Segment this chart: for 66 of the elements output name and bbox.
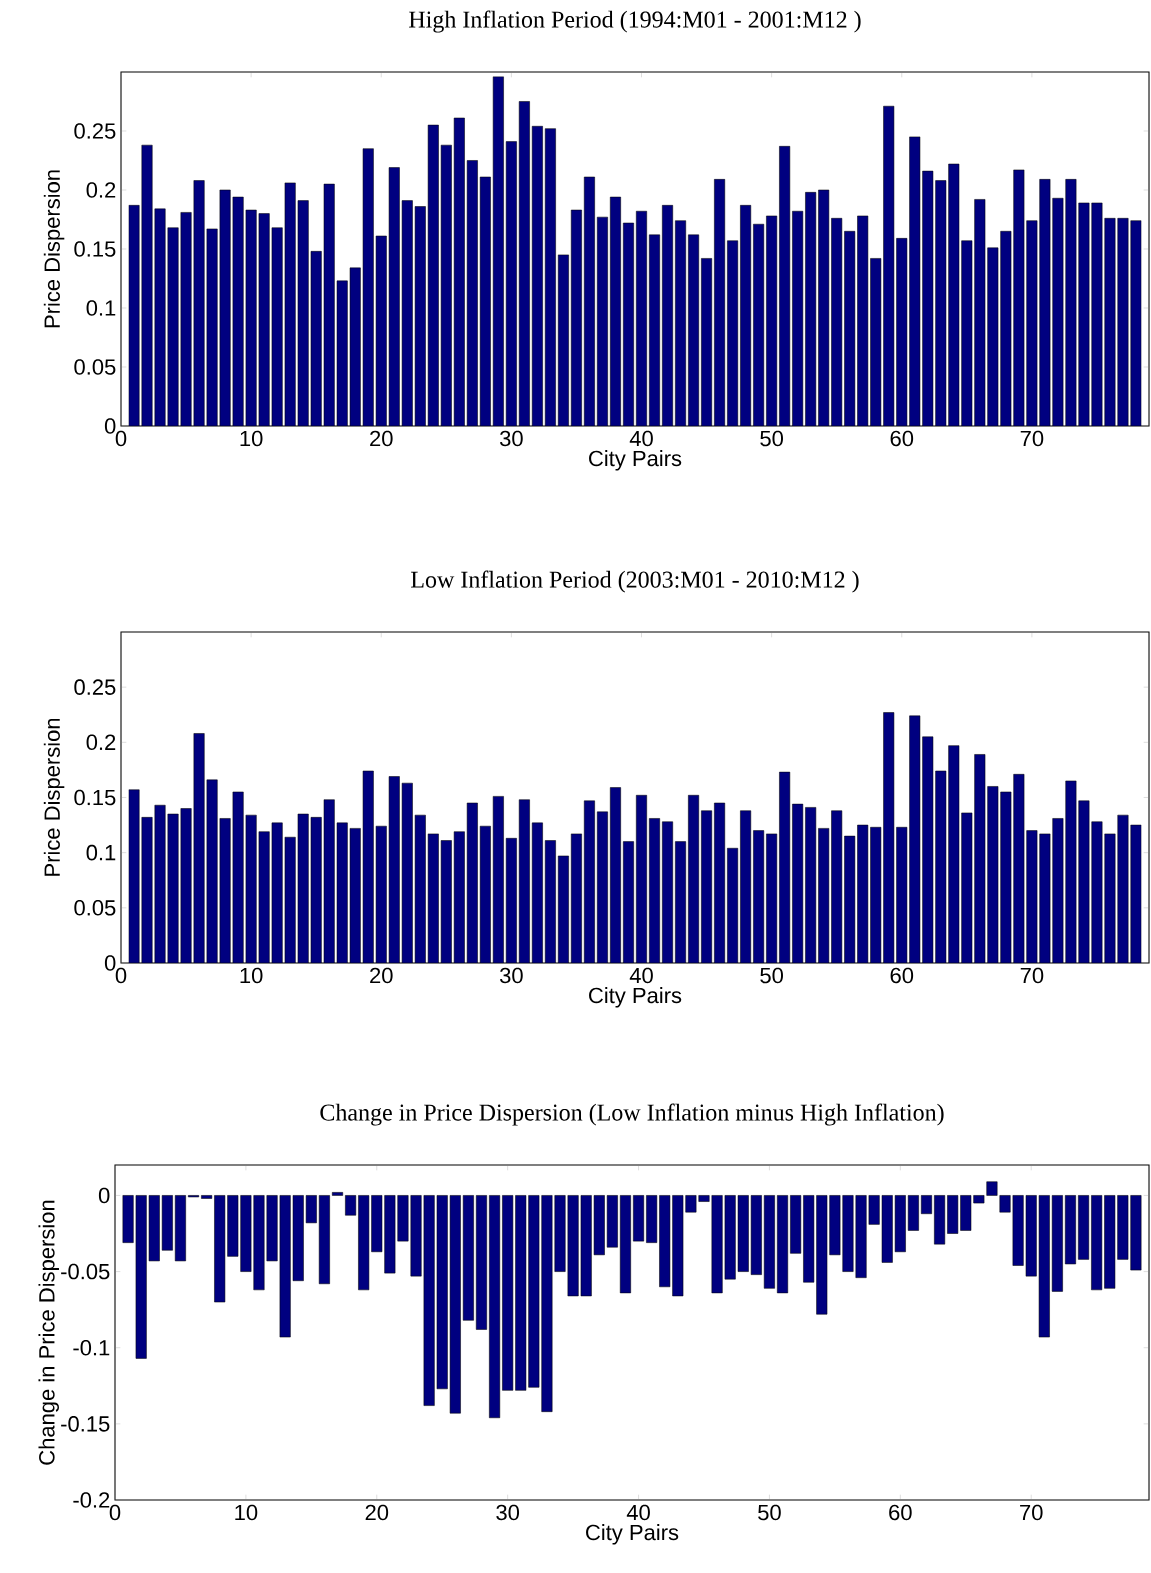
y-axis-title: Price Dispersion xyxy=(43,718,65,876)
bar xyxy=(920,1195,932,1214)
y-tick-label: 0.05 xyxy=(74,900,116,916)
x-tick-label: 50 xyxy=(760,430,783,447)
x-tick-label: 10 xyxy=(240,430,263,447)
y-tick-label: 0.1 xyxy=(86,300,116,316)
y-tick-label: -0.1 xyxy=(73,1339,110,1356)
x-tick-label: 20 xyxy=(370,430,393,447)
bar xyxy=(475,1195,487,1330)
y-tick-label: 0 xyxy=(98,1187,110,1204)
bar xyxy=(907,1195,919,1231)
x-axis-title: City Pairs xyxy=(586,1524,679,1545)
y-tick-label: 0.1 xyxy=(86,844,116,861)
x-tick-label: 70 xyxy=(1020,967,1044,984)
bar xyxy=(489,1195,501,1419)
y-tick-label: 0.15 xyxy=(74,241,116,257)
x-tick-label: 20 xyxy=(365,1504,389,1521)
y-tick-label: -0.15 xyxy=(61,1416,110,1432)
x-tick-label: 30 xyxy=(499,967,523,984)
bar xyxy=(633,1195,645,1242)
x-tick-label: 10 xyxy=(235,1504,258,1521)
y-tick-label: 0.25 xyxy=(74,679,116,695)
y-tick-label: 0.2 xyxy=(86,182,116,198)
x-tick-label: 40 xyxy=(629,967,653,984)
x-tick-label: 70 xyxy=(1020,1504,1043,1521)
x-tick-label: 60 xyxy=(889,1504,912,1521)
x-tick-label: 20 xyxy=(370,967,393,984)
bar xyxy=(462,1195,474,1321)
bar xyxy=(777,1195,789,1294)
x-axis-title: City Pairs xyxy=(589,450,682,471)
y-tick-label: -0.05 xyxy=(61,1263,110,1280)
bar xyxy=(763,1195,775,1289)
x-tick-label: 50 xyxy=(760,967,783,984)
y-axis-title: Change in Price Dispersion xyxy=(38,1200,59,1465)
chart-title: High Inflation Period (1994:M01 - 2001:M12 ) xyxy=(409,10,861,33)
y-axis-title: Price Dispersion xyxy=(43,170,65,328)
y-tick-label: -0.2 xyxy=(73,1492,110,1508)
x-tick-label: 30 xyxy=(499,430,523,447)
x-tick-label: 50 xyxy=(758,1504,781,1521)
x-tick-label: 60 xyxy=(890,430,914,447)
y-tick-label: 0.15 xyxy=(74,789,116,806)
y-tick-label: 0.2 xyxy=(86,734,116,751)
bar xyxy=(1064,1195,1076,1265)
y-tick-label: 0.05 xyxy=(74,359,116,375)
bar xyxy=(1078,1195,1090,1260)
x-axis-title: City Pairs xyxy=(589,987,682,1008)
bar xyxy=(790,1195,802,1254)
y-tick-label: 0 xyxy=(104,955,116,971)
x-tick-label: 40 xyxy=(626,1504,650,1521)
x-tick-label: 0 xyxy=(115,967,127,984)
chart-title: Change in Price Dispersion (Low Inflation minus High Inflation) xyxy=(320,1103,944,1126)
bar xyxy=(318,1195,330,1285)
y-tick-label: 0 xyxy=(104,418,116,434)
bar xyxy=(619,1195,631,1294)
bar xyxy=(934,1195,946,1245)
x-tick-label: 10 xyxy=(240,967,263,984)
y-tick-label: 0.25 xyxy=(74,123,116,139)
x-tick-label: 60 xyxy=(890,967,914,984)
chart-title: Low Inflation Period (2003:M01 - 2010:M12 ) xyxy=(411,570,859,593)
bar xyxy=(332,1192,344,1196)
x-tick-label: 70 xyxy=(1020,430,1044,447)
x-tick-label: 40 xyxy=(629,430,653,447)
bar xyxy=(345,1195,357,1216)
x-tick-label: 0 xyxy=(115,430,127,447)
bar xyxy=(174,1195,186,1262)
x-tick-label: 30 xyxy=(496,1504,520,1521)
